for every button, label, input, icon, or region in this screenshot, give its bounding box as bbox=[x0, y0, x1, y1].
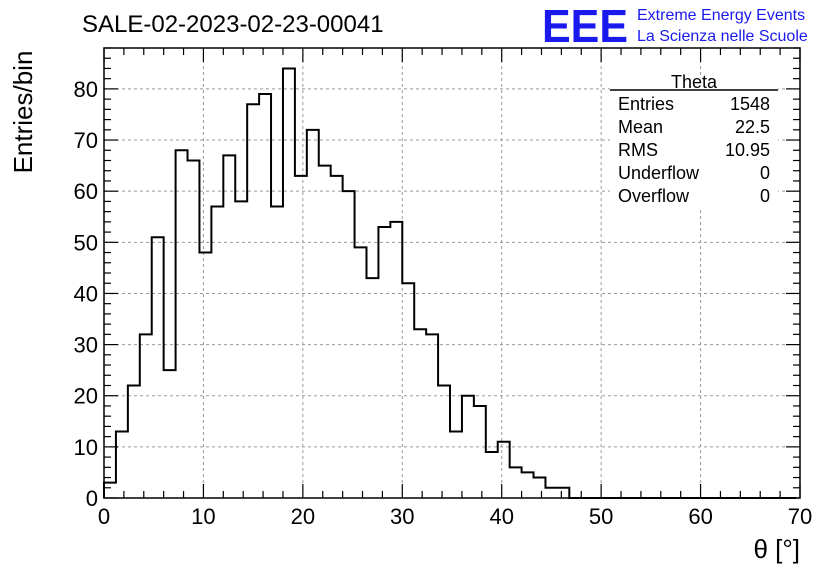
eee-logo: EEE bbox=[542, 0, 628, 52]
histogram-bin bbox=[498, 442, 510, 498]
histogram-bin bbox=[390, 222, 402, 498]
histogram-bin bbox=[247, 104, 259, 498]
x-tick-label: 60 bbox=[688, 504, 712, 529]
histogram-bin bbox=[319, 166, 331, 498]
histogram-bin bbox=[486, 452, 498, 498]
histogram-bin bbox=[211, 207, 223, 498]
y-tick-label: 30 bbox=[74, 333, 98, 358]
histogram-bin bbox=[366, 278, 378, 498]
histogram-bin bbox=[343, 191, 355, 498]
histogram-bin bbox=[355, 247, 367, 498]
histogram-bin bbox=[474, 406, 486, 498]
y-tick-label: 20 bbox=[74, 384, 98, 409]
histogram-bin bbox=[557, 488, 569, 498]
histogram-bin bbox=[140, 334, 152, 498]
histogram-bin bbox=[271, 207, 283, 498]
x-tick-label: 40 bbox=[489, 504, 513, 529]
y-tick-label: 40 bbox=[74, 281, 98, 306]
y-tick-label: 10 bbox=[74, 435, 98, 460]
stats-label: Mean bbox=[618, 117, 663, 137]
histogram-bin bbox=[402, 283, 414, 498]
stats-value: 1548 bbox=[730, 94, 770, 114]
histogram-bin bbox=[307, 130, 319, 498]
y-tick-label: 70 bbox=[74, 128, 98, 153]
histogram-bin bbox=[235, 201, 247, 498]
x-tick-label: 70 bbox=[788, 504, 812, 529]
y-tick-label: 0 bbox=[86, 486, 98, 511]
histogram-bin bbox=[188, 161, 200, 499]
y-tick-label: 50 bbox=[74, 230, 98, 255]
histogram-bin bbox=[128, 386, 140, 499]
histogram-bin bbox=[450, 432, 462, 498]
y-axis-label: Entries/bin bbox=[8, 51, 38, 174]
x-tick-label: 50 bbox=[589, 504, 613, 529]
histogram-bin bbox=[438, 386, 450, 499]
stats-value: 0 bbox=[760, 186, 770, 206]
x-tick-label: 0 bbox=[98, 504, 110, 529]
histogram-bin bbox=[164, 370, 176, 498]
chart-title: SALE-02-2023-02-23-00041 bbox=[82, 11, 384, 38]
histogram-bin bbox=[378, 227, 390, 498]
histogram-bin bbox=[283, 68, 295, 498]
x-axis-label: θ [°] bbox=[753, 534, 800, 564]
histogram-bin bbox=[534, 478, 546, 498]
stats-value: 22.5 bbox=[735, 117, 770, 137]
histogram-bin bbox=[522, 472, 534, 498]
stats-value: 0 bbox=[760, 163, 770, 183]
histogram-bin bbox=[199, 253, 211, 498]
histogram-bin bbox=[545, 488, 557, 498]
histogram-bin bbox=[259, 94, 271, 498]
stats-label: Entries bbox=[618, 94, 674, 114]
stats-box: Theta Entries 1548 Mean 22.5 RMS 10.95 Underfl… bbox=[610, 72, 778, 208]
tick-labels: 0 10 20 30 40 50 60 70 0 10 20 30 40 50 60 70 80 bbox=[74, 77, 813, 529]
histogram-bin bbox=[295, 176, 307, 498]
histogram-bin bbox=[331, 176, 343, 498]
histogram-bin bbox=[462, 396, 474, 498]
axes bbox=[103, 47, 801, 499]
x-tick-label: 10 bbox=[191, 504, 215, 529]
stats-label: Overflow bbox=[618, 186, 690, 206]
y-tick-label: 80 bbox=[74, 77, 98, 102]
histogram-bin bbox=[223, 155, 235, 498]
stats-label: RMS bbox=[618, 140, 658, 160]
histogram-bin bbox=[426, 334, 438, 498]
histogram-bin bbox=[414, 329, 426, 498]
histogram-bin bbox=[116, 432, 128, 498]
histogram-bin bbox=[176, 150, 188, 498]
stats-label: Underflow bbox=[618, 163, 700, 183]
x-tick-label: 30 bbox=[390, 504, 414, 529]
logo-line-2: La Scienza nelle Scuole bbox=[637, 28, 808, 45]
y-tick-label: 60 bbox=[74, 179, 98, 204]
histogram-bin bbox=[510, 467, 522, 498]
stats-value: 10.95 bbox=[725, 140, 770, 160]
histogram-bin bbox=[104, 483, 116, 498]
stats-title: Theta bbox=[671, 72, 718, 92]
histogram-bin bbox=[152, 237, 164, 498]
logo-line-1: Extreme Energy Events bbox=[637, 7, 805, 24]
x-tick-label: 20 bbox=[291, 504, 315, 529]
